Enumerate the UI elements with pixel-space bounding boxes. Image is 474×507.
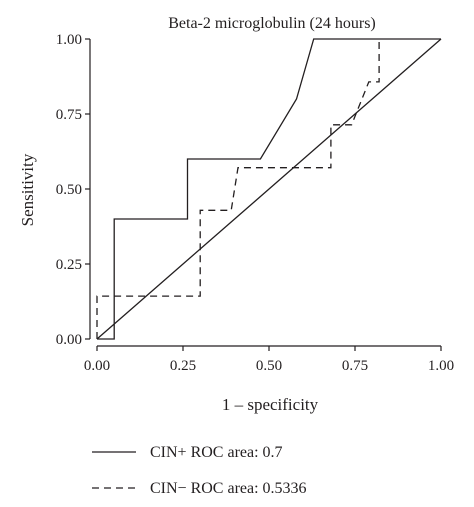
- y-tick-label: 0.25: [56, 257, 82, 273]
- legend-label: CIN− ROC area: 0.5336: [150, 480, 307, 497]
- axes: 0.00 0.25 0.50 0.75 1.00 0.00 0.25 0.50 0.75 1.00: [56, 32, 454, 374]
- y-tick-label: 0.00: [56, 332, 82, 348]
- x-tick-label: 0.50: [256, 358, 282, 374]
- y-tick-label: 0.75: [56, 107, 82, 123]
- x-axis-title: 1 – specificity: [222, 395, 319, 414]
- y-tick-label: 0.50: [56, 182, 82, 198]
- reference-diagonal-line: [96, 38, 442, 340]
- x-tick-label: 0.25: [170, 358, 196, 374]
- x-tick-label: 0.00: [84, 358, 110, 374]
- x-tick-label: 0.75: [342, 358, 368, 374]
- legend-label: CIN+ ROC area: 0.7: [150, 444, 283, 461]
- legend: CIN+ ROC area: 0.7 CIN− ROC area: 0.5336: [92, 444, 307, 497]
- chart-title: Beta-2 microglobulin (24 hours): [168, 15, 376, 32]
- cin-minus-roc-line: [96, 39, 380, 339]
- series-layer: [96, 38, 442, 340]
- y-tick-label: 1.00: [56, 32, 82, 48]
- x-tick-label: 1.00: [428, 358, 454, 374]
- cin-plus-roc-line: [97, 38, 441, 340]
- y-axis-title: Sensitivity: [18, 153, 37, 226]
